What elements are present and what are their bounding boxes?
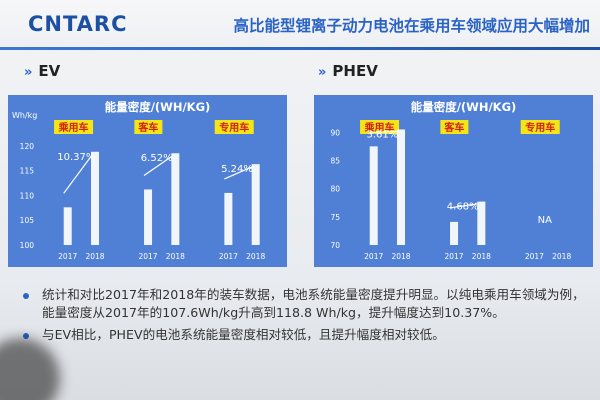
x-tick-label: 2018: [391, 252, 410, 261]
x-tick-label: 2018: [552, 252, 571, 261]
increase-annotation: 3.61%: [366, 129, 398, 140]
category-label: 乘用车: [58, 121, 89, 134]
x-tick-label: 2018: [85, 252, 104, 261]
chart-svg: 能量密度/(WH/KG) 70 75 80 85 90 乘用车 2017 2018 3.61% 客车…: [330, 100, 571, 261]
category-label: 专用车: [525, 121, 555, 134]
bar: [171, 153, 180, 245]
x-tick-label: 2018: [166, 252, 185, 261]
chart-title: 能量密度/(WH/KG): [105, 100, 211, 114]
increase-arrow: [369, 130, 400, 133]
phev-chart-panel: 能量密度/(WH/KG) 70 75 80 85 90 乘用车 2017 2018 3.61% 客车…: [314, 95, 593, 267]
increase-annotation: 10.37%: [57, 152, 95, 163]
bar: [251, 164, 260, 245]
chart-title: 能量密度/(WH/KG): [411, 100, 517, 114]
chart-svg: 能量密度/(WH/KG) Wh/kg 100 105 110 115 120 乘用车 2017 2…: [12, 100, 265, 261]
category-label-bg: [214, 120, 254, 134]
bar: [477, 201, 486, 245]
bar: [144, 189, 153, 245]
increase-arrow: [449, 203, 480, 209]
section-ev: » EV: [24, 62, 60, 80]
y-tick-label: 100: [20, 241, 35, 250]
x-tick-label: 2018: [472, 252, 491, 261]
increase-annotation: 5.24%: [221, 164, 253, 175]
bar: [224, 192, 233, 245]
section-label: PHEV: [332, 62, 378, 80]
bar: [63, 207, 72, 245]
bullet-item: 统计和对比2017年和2018年的装车数据，电池系统能量密度提升明显。以纯电乘用…: [20, 286, 586, 322]
bar: [369, 146, 378, 245]
x-tick-label: 2017: [219, 252, 238, 261]
y-tick-label: 70: [330, 241, 340, 250]
section-label: EV: [38, 62, 61, 80]
category-label-bg: [54, 120, 94, 134]
ev-chart-panel: 能量密度/(WH/KG) Wh/kg 100 105 110 115 120 乘用车 2017 2…: [8, 95, 287, 267]
x-tick-label: 2017: [525, 252, 544, 261]
category-label-bg: [134, 120, 163, 134]
category-label: 专用车: [219, 121, 249, 134]
bullet-text: 统计和对比2017年和2018年的装车数据，电池系统能量密度提升明显。以纯电乘用…: [42, 287, 585, 320]
y-tick-label: 115: [20, 167, 35, 176]
section-phev: » PHEV: [318, 62, 378, 80]
category-label: 客车: [443, 121, 464, 134]
increase-arrow: [143, 154, 174, 176]
slide-title: 高比能型锂离子动力电池在乘用车领域应用大幅增加: [233, 17, 590, 35]
increase-annotation: 4.68%: [447, 202, 479, 213]
increase-annotation: 6.52%: [141, 153, 173, 164]
bar: [91, 151, 100, 245]
x-tick-label: 2017: [444, 252, 463, 261]
bullet-dot-icon: [23, 333, 29, 339]
chevron-right-icon: »: [318, 65, 327, 80]
chevron-right-icon: »: [24, 65, 33, 80]
x-tick-label: 2018: [246, 252, 265, 261]
category-label: 客车: [137, 121, 158, 134]
category-label-bg: [520, 120, 560, 134]
category-label-bg: [360, 120, 400, 134]
y-tick-label: 80: [330, 185, 340, 194]
header-divider: [0, 47, 600, 50]
company-logo: CNTARC: [28, 12, 128, 36]
x-tick-label: 2017: [58, 252, 77, 261]
na-annotation: NA: [538, 215, 552, 226]
y-tick-label: 90: [330, 128, 340, 137]
y-tick-label: 75: [330, 213, 340, 222]
increase-arrow: [63, 153, 94, 194]
y-tick-label: 105: [20, 216, 35, 225]
bullet-dot-icon: [23, 293, 29, 299]
x-tick-label: 2017: [364, 252, 383, 261]
increase-arrow: [224, 165, 254, 180]
y-tick-label: 85: [330, 156, 340, 165]
y-tick-label: 120: [20, 142, 35, 151]
y-tick-label: 110: [20, 191, 35, 200]
bar: [397, 129, 406, 245]
bar: [450, 221, 459, 245]
header: CNTARC 高比能型锂离子动力电池在乘用车领域应用大幅增加: [0, 0, 600, 46]
bullet-item: 与EV相比，PHEV的电池系统能量密度相对较低，且提升幅度相对较低。: [20, 326, 586, 344]
x-tick-label: 2017: [138, 252, 157, 261]
bullet-list: 统计和对比2017年和2018年的装车数据，电池系统能量密度提升明显。以纯电乘用…: [20, 286, 586, 348]
category-label: 乘用车: [364, 121, 395, 134]
category-label-bg: [440, 120, 469, 134]
y-axis-label: Wh/kg: [12, 111, 37, 120]
bullet-text: 与EV相比，PHEV的电池系统能量密度相对较低，且提升幅度相对较低。: [42, 327, 445, 342]
